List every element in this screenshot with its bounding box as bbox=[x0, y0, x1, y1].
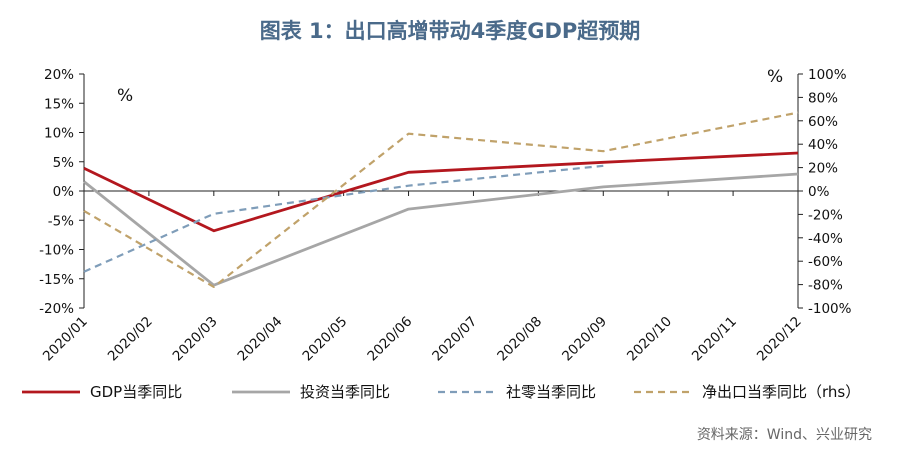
right-tick-label: 20% bbox=[808, 161, 838, 177]
left-tick-label: 15% bbox=[44, 96, 74, 112]
x-tick-label: 2020/02 bbox=[105, 314, 156, 365]
legend: GDP当季同比 投资当季同比 社零当季同比 净出口当季同比（rhs） bbox=[22, 383, 860, 401]
x-tick-label: 2020/05 bbox=[299, 314, 350, 365]
series-line-2 bbox=[83, 172, 799, 287]
legend-label-3: 社零当季同比 bbox=[506, 383, 596, 401]
x-tick-label: 2020/09 bbox=[559, 314, 610, 365]
left-tick-label: -15% bbox=[39, 272, 74, 288]
x-tick-label: 2020/11 bbox=[689, 314, 740, 365]
chart-title: 图表 1：出口高增带动4季度GDP超预期 bbox=[260, 19, 641, 43]
right-tick-label: 40% bbox=[808, 137, 838, 153]
right-tick-label: -20% bbox=[808, 207, 843, 223]
right-unit-label: % bbox=[767, 67, 783, 87]
x-tick-label: 2020/04 bbox=[235, 314, 286, 365]
series-lines bbox=[83, 111, 799, 288]
x-tick-label: 2020/08 bbox=[494, 314, 545, 365]
x-tick-label: 2020/10 bbox=[624, 314, 675, 365]
x-tick-label: 2020/07 bbox=[429, 314, 480, 365]
left-tick-label: -20% bbox=[39, 301, 74, 317]
left-tick-label: 5% bbox=[53, 155, 75, 171]
legend-label-2: 投资当季同比 bbox=[300, 383, 390, 401]
left-unit-label: % bbox=[117, 86, 133, 106]
x-tick-label: 2020/12 bbox=[754, 314, 805, 365]
x-tick-label: 2020/06 bbox=[364, 314, 415, 365]
legend-label-1: GDP当季同比 bbox=[90, 383, 182, 401]
left-tick-label: -5% bbox=[48, 213, 74, 229]
left-tick-label: -10% bbox=[39, 243, 74, 259]
series-line-3 bbox=[83, 164, 604, 273]
right-tick-label: 60% bbox=[808, 114, 838, 130]
right-tick-label: 80% bbox=[808, 90, 838, 106]
axes: -20% -15% -10% -5% 0% 5% 10% 15% 20% -100% -80% -60… bbox=[39, 67, 852, 364]
right-tick-label: -80% bbox=[808, 278, 843, 294]
source-note: 资料来源：Wind、兴业研究 bbox=[697, 427, 872, 443]
left-tick-label: 0% bbox=[53, 184, 75, 200]
left-tick-label: 20% bbox=[44, 67, 74, 83]
right-tick-label: -40% bbox=[808, 231, 843, 247]
x-tick-label: 2020/01 bbox=[40, 314, 91, 365]
series-line-1 bbox=[83, 151, 799, 233]
legend-label-4: 净出口当季同比（rhs） bbox=[702, 383, 860, 401]
right-tick-label: -60% bbox=[808, 254, 843, 270]
right-tick-label: 100% bbox=[808, 67, 847, 83]
right-tick-label: -100% bbox=[808, 301, 852, 317]
left-tick-label: 10% bbox=[44, 126, 74, 142]
right-tick-label: 0% bbox=[808, 184, 830, 200]
series-line-4 bbox=[83, 111, 799, 288]
x-tick-label: 2020/03 bbox=[170, 314, 221, 365]
